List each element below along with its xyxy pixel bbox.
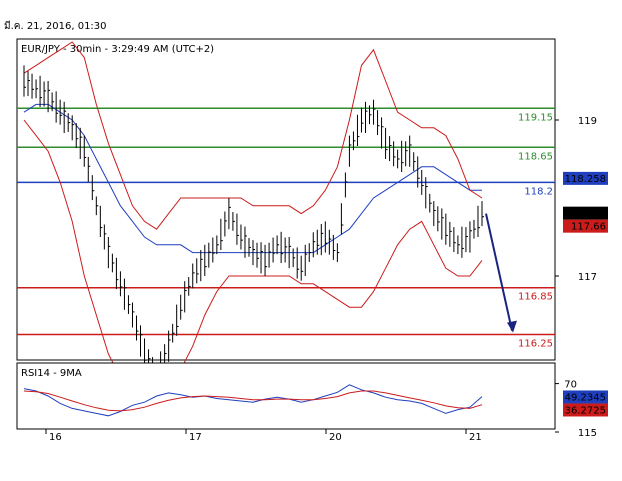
bollinger-upper-line bbox=[23, 41, 483, 230]
projection-arrow-head bbox=[507, 320, 517, 333]
level-label-4: 116.25 bbox=[518, 339, 553, 350]
level-label-1: 118.65 bbox=[518, 151, 553, 162]
price-panel-title: EUR/JPY - 30min - 3:29:49 AM (UTC+2) bbox=[21, 44, 214, 55]
timestamp: มี.ค. 21, 2016, 01:30 bbox=[4, 21, 107, 32]
price-tag-label-0: 118.258 bbox=[565, 174, 606, 185]
rsi-tag-label-1: 36.2725 bbox=[565, 405, 606, 416]
price-tag-1 bbox=[563, 206, 608, 220]
level-label-3: 116.85 bbox=[518, 292, 553, 303]
x-tick-label-3: 21 bbox=[469, 432, 482, 443]
rsi-panel-title: RSI14 - 9MA bbox=[21, 368, 82, 379]
rsi-panel-frame bbox=[16, 362, 556, 430]
x-tick-label-1: 17 bbox=[189, 432, 202, 443]
x-tick-label-0: 16 bbox=[49, 432, 62, 443]
level-label-2: 118.2 bbox=[524, 186, 553, 197]
x-tick-label-2: 20 bbox=[329, 432, 342, 443]
price-panel-frame bbox=[16, 38, 556, 361]
level-label-0: 119.15 bbox=[518, 112, 553, 123]
projection-arrow bbox=[485, 213, 513, 331]
bollinger-lower-line bbox=[23, 119, 483, 386]
price-tag-label-1: 117.812 bbox=[565, 209, 606, 220]
y-tick-label-0: 119 bbox=[578, 116, 597, 127]
rsi-tag-1 bbox=[563, 403, 608, 417]
rsi-line bbox=[23, 384, 483, 417]
price-tag-2 bbox=[563, 219, 608, 233]
rsi-y-tick-label-0: 70 bbox=[564, 380, 577, 391]
rsi-panel: RSI14 - 9MA 70 49.2345 36.2725 bbox=[16, 362, 608, 430]
rsi-ma-line bbox=[23, 390, 483, 412]
rsi-tag-label-0: 49.2345 bbox=[565, 392, 606, 403]
rsi-tag-0 bbox=[563, 390, 608, 404]
price-tag-0 bbox=[563, 171, 608, 185]
y-tick-label-1: 117 bbox=[578, 272, 597, 283]
price-tag-label-2: 117.66 bbox=[571, 222, 606, 233]
x-axis: 16 17 20 21 bbox=[45, 429, 482, 443]
y-tick-label-2: 115 bbox=[578, 428, 597, 439]
